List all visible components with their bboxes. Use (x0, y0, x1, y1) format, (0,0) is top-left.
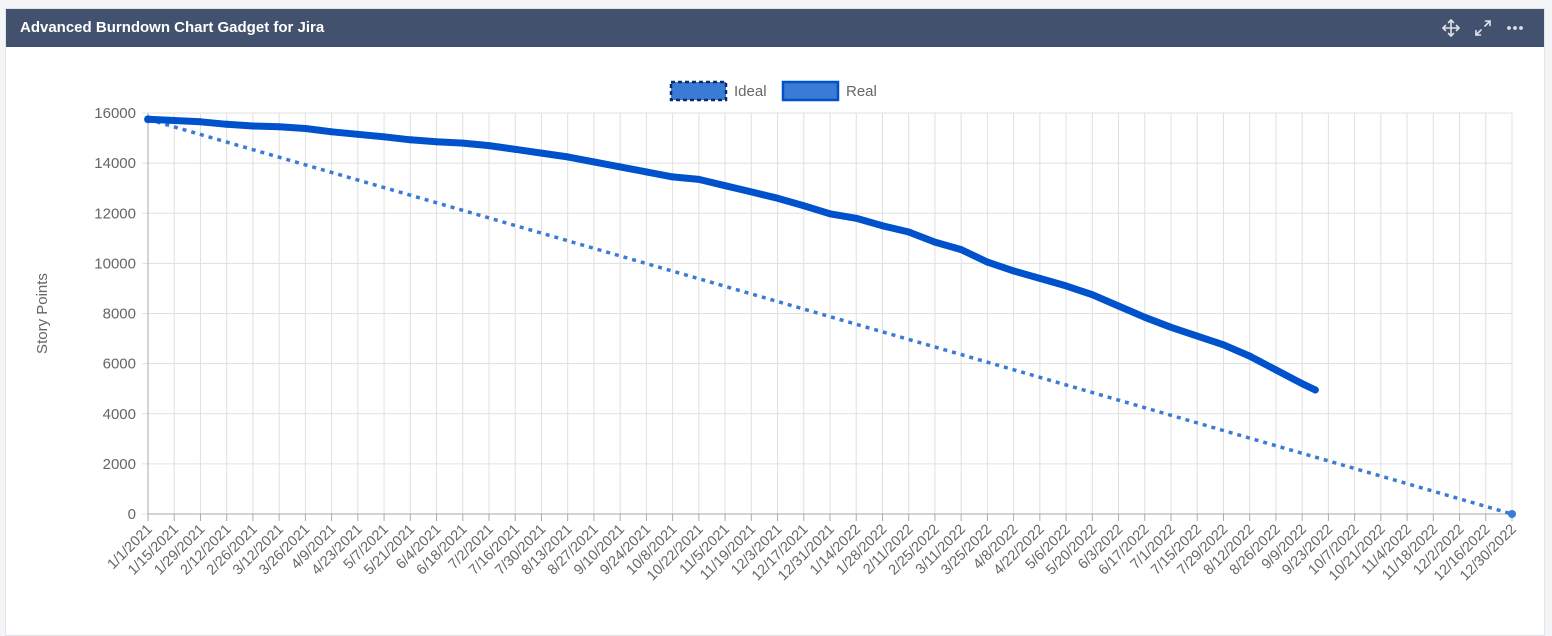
real-point (695, 175, 703, 183)
y-tick-label: 14000 (94, 155, 136, 172)
legend-ideal-swatch (669, 80, 728, 102)
gadget-header-actions (1440, 17, 1526, 39)
real-point (957, 246, 965, 254)
real-point (774, 194, 782, 202)
gadget-panel: Advanced Burndown Chart Gadget for Jira (5, 8, 1545, 636)
real-point (1036, 274, 1044, 282)
real-point (800, 202, 808, 210)
real-point (144, 115, 152, 123)
real-point (983, 258, 991, 266)
y-axis-title: Story Points (34, 273, 51, 354)
real-point (328, 128, 336, 136)
real-point (642, 168, 650, 176)
real-point (747, 188, 755, 196)
real-point (223, 120, 231, 128)
legend-real-swatch (781, 80, 840, 102)
y-tick-label: 2000 (103, 456, 136, 473)
real-point (380, 133, 388, 141)
y-tick-label: 0 (128, 506, 136, 523)
legend-ideal-label: Ideal (734, 83, 767, 100)
real-point (459, 139, 467, 147)
real-point (1272, 366, 1280, 374)
real-point (1298, 380, 1306, 388)
real-point (1219, 341, 1227, 349)
real-point (564, 153, 572, 161)
gadget-header: Advanced Burndown Chart Gadget for Jira (6, 9, 1544, 47)
y-tick-label: 16000 (94, 105, 136, 122)
real-point (196, 118, 204, 126)
y-tick-label: 12000 (94, 205, 136, 222)
real-point (249, 122, 257, 130)
real-point (1193, 332, 1201, 340)
y-tick-label: 6000 (103, 356, 136, 373)
real-point (1311, 386, 1319, 394)
real-point (669, 173, 677, 181)
real-line (144, 115, 1319, 394)
y-tick-label: 8000 (103, 306, 136, 323)
real-point (826, 210, 834, 218)
real-point (1167, 323, 1175, 331)
burndown-chart: 02000400060008000100001200014000160001/1… (34, 80, 1520, 584)
real-point (485, 142, 493, 150)
expand-icon[interactable] (1472, 17, 1494, 39)
real-point (537, 149, 545, 157)
real-point (1010, 267, 1018, 275)
real-point (852, 214, 860, 222)
real-point (301, 125, 309, 133)
real-point (1246, 352, 1254, 360)
more-icon[interactable] (1504, 17, 1526, 39)
real-point (511, 145, 519, 153)
y-tick-label: 10000 (94, 255, 136, 272)
real-point (433, 138, 441, 146)
real-point (721, 182, 729, 190)
real-point (1141, 313, 1149, 321)
real-point (590, 158, 598, 166)
real-point (406, 136, 414, 144)
real-point (170, 117, 178, 125)
real-point (1115, 302, 1123, 310)
y-tick-label: 4000 (103, 406, 136, 423)
real-point (931, 238, 939, 246)
gadget-title: Advanced Burndown Chart Gadget for Jira (20, 19, 325, 36)
real-point (616, 163, 624, 171)
move-icon[interactable] (1440, 17, 1462, 39)
real-point (878, 222, 886, 230)
real-point (1088, 291, 1096, 299)
real-point (1062, 282, 1070, 290)
ideal-line (147, 117, 1513, 516)
ideal-point (1508, 510, 1516, 518)
real-point (905, 228, 913, 236)
legend-real-label: Real (846, 83, 877, 100)
real-point (275, 123, 283, 131)
real-point (354, 130, 362, 138)
